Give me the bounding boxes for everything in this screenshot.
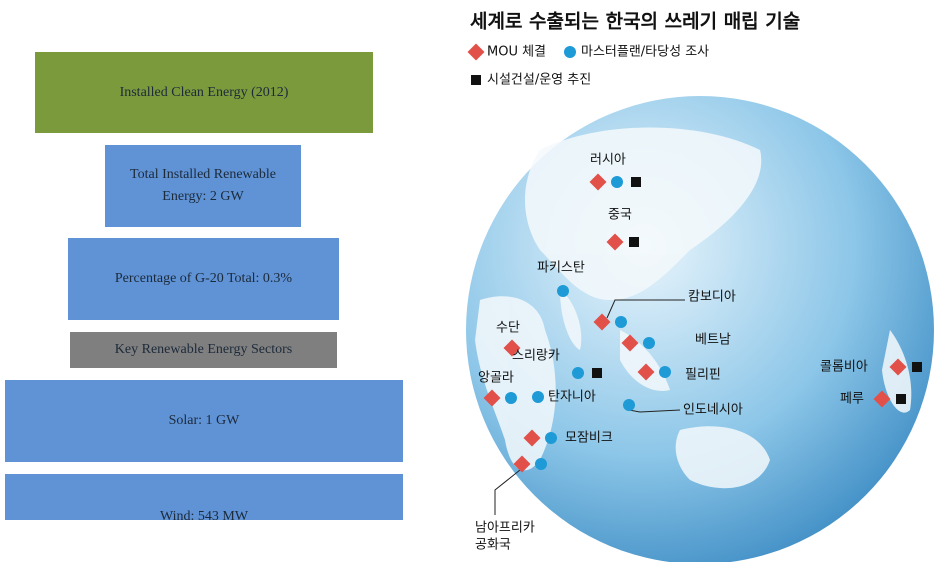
marker-diamond	[593, 313, 611, 331]
country-label: 모잠비크	[565, 431, 613, 446]
marker-circle	[572, 367, 584, 379]
legend-label: MOU 체결	[487, 45, 546, 60]
country-label: 캄보디아	[688, 290, 736, 305]
marker-diamond	[589, 173, 607, 191]
map-title: 세계로 수출되는 한국의 쓰레기 매립 기술	[470, 11, 800, 33]
country-label: 앙골라	[478, 371, 514, 386]
country-label: 베트남	[695, 333, 731, 348]
marker-square	[592, 368, 602, 378]
marker-circle	[532, 391, 544, 403]
country-label: 공화국	[475, 538, 511, 553]
country-label: 인도네시아	[683, 403, 743, 418]
marker-diamond	[621, 334, 639, 352]
info-box-text: Percentage of G-20 Total: 0.3%	[114, 271, 293, 286]
marker-circle	[643, 337, 655, 349]
info-box: Wind: 543 MW	[5, 474, 403, 520]
marker-diamond	[637, 363, 655, 381]
marker-circle	[659, 366, 671, 378]
legend-label: 마스터플랜/타당성 조사	[581, 45, 709, 60]
marker-circle	[611, 176, 623, 188]
info-box-text: Total Installed Renewable Energy: 2 GW	[130, 167, 276, 204]
landmass	[475, 127, 912, 489]
country-label: 파키스탄	[537, 261, 585, 276]
leader-lines	[494, 299, 685, 515]
country-label: 중국	[608, 208, 632, 223]
marker-circle	[564, 46, 576, 58]
marker-square	[629, 237, 639, 247]
info-box: Installed Clean Energy (2012)	[35, 52, 373, 133]
marker-square	[631, 177, 641, 187]
info-box-text: Solar: 1 GW	[168, 413, 240, 428]
country-label: 필리핀	[685, 368, 721, 383]
marker-diamond	[889, 358, 907, 376]
marker-circle	[557, 285, 569, 297]
legend-label: 시설건설/운영 추진	[487, 73, 591, 88]
country-label: 스리랑카	[512, 349, 560, 364]
marker-square	[912, 362, 922, 372]
country-label: 탄자니아	[548, 390, 596, 405]
country-label: 러시아	[590, 153, 626, 168]
country-label: 남아프리카	[475, 521, 535, 536]
marker-diamond	[606, 233, 624, 251]
info-box-text: Installed Clean Energy (2012)	[119, 84, 289, 100]
info-box: Total Installed Renewable Energy: 2 GW	[105, 145, 301, 227]
info-box-text: Key Renewable Energy Sectors	[114, 342, 293, 357]
marker-diamond	[523, 429, 541, 447]
marker-square	[896, 394, 906, 404]
marker-diamond	[467, 43, 485, 61]
country-label: 콜롬비아	[820, 360, 868, 375]
country-label: 수단	[496, 321, 520, 336]
info-box: Key Renewable Energy Sectors	[70, 332, 337, 368]
marker-circle	[623, 399, 635, 411]
marker-square	[471, 75, 481, 85]
marker-circle	[615, 316, 627, 328]
marker-diamond	[873, 390, 891, 408]
marker-diamond	[513, 455, 531, 473]
marker-circle	[535, 458, 547, 470]
marker-diamond	[483, 389, 501, 407]
country-label: 페루	[840, 392, 864, 407]
marker-diamond	[503, 339, 521, 357]
info-box: Percentage of G-20 Total: 0.3%	[68, 238, 339, 320]
info-box-text: Wind: 543 MW	[159, 509, 249, 520]
info-box: Solar: 1 GW	[5, 380, 403, 462]
marker-circle	[505, 392, 517, 404]
marker-circle	[545, 432, 557, 444]
